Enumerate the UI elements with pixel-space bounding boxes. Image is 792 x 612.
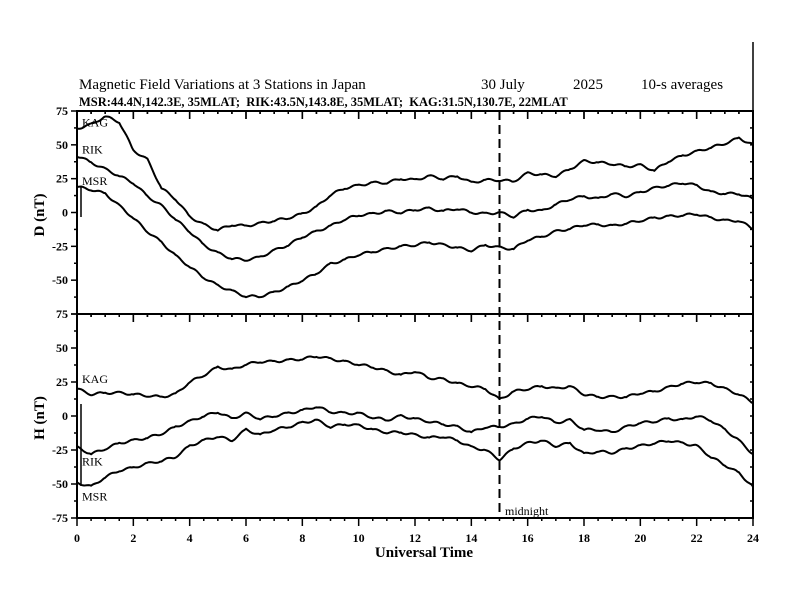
y-tick-label: -25 <box>52 239 68 253</box>
x-tick-label: 8 <box>299 531 305 545</box>
x-tick-label: 10 <box>353 531 365 545</box>
y-tick-label: 50 <box>56 341 68 355</box>
axis-ticks <box>71 110 754 526</box>
x-tick-labels: 0 2 4 6 8 10 12 14 16 18 20 22 24 <box>74 531 759 545</box>
x-tick-label: 22 <box>691 531 703 545</box>
y-tick-label: 0 <box>62 206 68 220</box>
station-labels: KAG RIK MSR KAG RIK MSR <box>82 116 108 504</box>
chart-averaging: 10-s averages <box>641 77 723 93</box>
x-tick-label: 0 <box>74 531 80 545</box>
station-label-D-MSR: MSR <box>82 174 107 188</box>
y-tick-labels: 75 50 25 0 -25 -50 75 50 25 0 -25 -50 -75 <box>52 104 68 525</box>
panel-frame-H <box>76 313 754 519</box>
y-tick-label: 25 <box>56 375 68 389</box>
chart-date: 30 July <box>481 77 525 93</box>
data-lines <box>76 115 754 488</box>
x-tick-label: 16 <box>522 531 534 545</box>
x-tick-label: 2 <box>130 531 136 545</box>
y-tick-label: 25 <box>56 172 68 186</box>
x-tick-label: 12 <box>409 531 421 545</box>
chart-title: Magnetic Field Variations at 3 Stations … <box>79 77 366 93</box>
y-tick-label: -25 <box>52 443 68 457</box>
panel-frame-D <box>76 110 754 315</box>
y-tick-label: -50 <box>52 477 68 491</box>
series-line-D-KAG <box>76 115 754 232</box>
station-subtitle: MSR:44.4N,142.3E, 35MLAT; RIK:43.5N,143.… <box>79 95 568 109</box>
y-tick-label: 75 <box>56 104 68 118</box>
series-line-D-MSR <box>76 185 753 299</box>
y-tick-label: -75 <box>52 511 68 525</box>
h-axis-label: H (nT) <box>32 396 48 440</box>
station-label-H-RIK: RIK <box>82 454 103 468</box>
chart-year: 2025 <box>573 77 603 93</box>
midnight-label: midnight <box>505 504 549 518</box>
y-tick-label: -50 <box>52 273 68 287</box>
x-axis-label: Universal Time <box>375 545 474 561</box>
d-axis-label: D (nT) <box>32 194 48 237</box>
y-tick-label: 0 <box>62 409 68 423</box>
station-label-H-KAG: KAG <box>82 372 108 386</box>
x-tick-label: 18 <box>578 531 590 545</box>
x-tick-label: 6 <box>243 531 249 545</box>
station-label-H-MSR: MSR <box>82 490 107 504</box>
series-line-H-KAG <box>77 355 754 404</box>
series-line-D-RIK <box>76 155 754 262</box>
series-line-H-RIK <box>76 406 754 456</box>
series-line-H-MSR <box>76 418 754 488</box>
y-tick-label: 50 <box>56 138 68 152</box>
x-tick-label: 24 <box>747 531 759 545</box>
station-label-D-RIK: RIK <box>82 143 103 157</box>
station-label-D-KAG: KAG <box>82 116 108 130</box>
y-tick-label: 75 <box>56 307 68 321</box>
x-tick-label: 4 <box>187 531 193 545</box>
x-tick-label: 14 <box>465 531 477 545</box>
x-tick-label: 20 <box>634 531 646 545</box>
